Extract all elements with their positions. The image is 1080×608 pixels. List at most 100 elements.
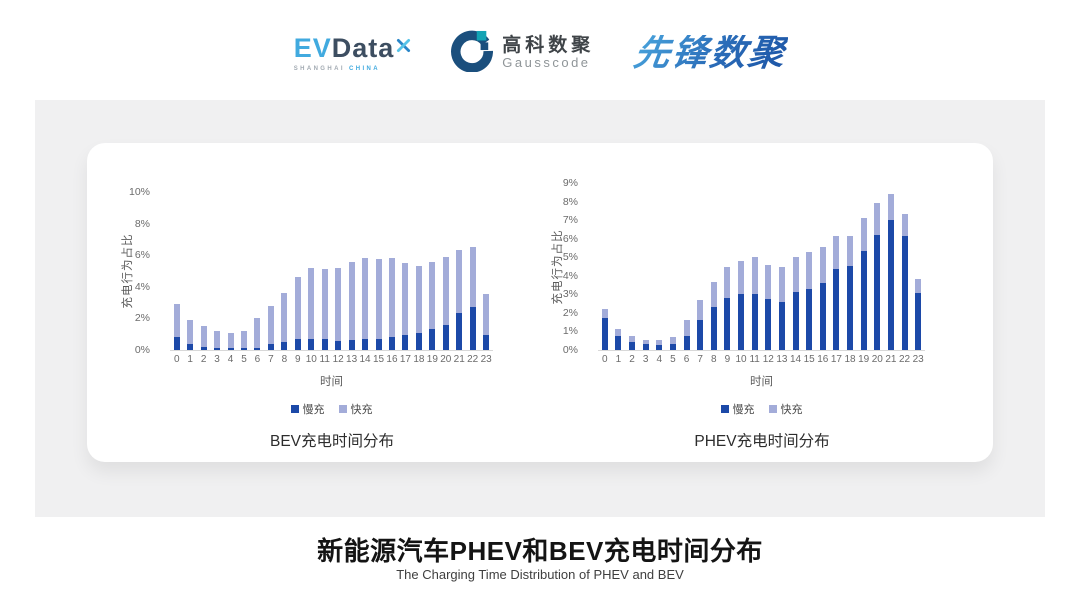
bar-segment-慢充 — [887, 220, 894, 350]
x-tick-label: 16 — [386, 354, 398, 365]
x-tick-label: 3 — [214, 354, 220, 365]
bar-segment-慢充 — [442, 324, 449, 350]
y-tick-label: 8% — [562, 195, 578, 208]
bar-segment-慢充 — [415, 332, 422, 350]
bar-hour-11 — [318, 269, 331, 350]
legend: 慢充 快充 — [598, 401, 925, 417]
bar-hour-8 — [278, 293, 291, 350]
bar-hour-19 — [426, 261, 439, 350]
legend-swatch-icon — [768, 405, 777, 413]
bar-segment-慢充 — [738, 294, 745, 350]
x-tick-label: 5 — [241, 354, 247, 365]
y-tick-label: 5% — [562, 251, 578, 264]
bar-segment-慢充 — [615, 336, 622, 350]
logo-row: EV Data SHANGHAI CHINA 高科数聚 Gausscode 先锋数… — [0, 24, 1080, 82]
legend-swatch-icon — [720, 405, 729, 413]
page-subtitle: The Charging Time Distribution of PHEV a… — [396, 567, 684, 582]
bar-segment-慢充 — [267, 343, 274, 350]
bar-segment-慢充 — [227, 348, 234, 350]
x-tick-label: 8 — [711, 354, 717, 365]
legend-swatch-icon — [338, 405, 347, 413]
bar-segment-快充 — [656, 339, 663, 346]
x-tick-label: 6 — [683, 354, 690, 365]
bar-segment-快充 — [887, 194, 894, 221]
bar-hour-22 — [898, 213, 912, 350]
bar-segment-快充 — [751, 257, 758, 295]
x-tick-label: 11 — [749, 354, 760, 365]
bar-hour-16 — [816, 247, 830, 350]
x-tick-label: 6 — [254, 354, 261, 365]
x-tick-label: 19 — [426, 354, 438, 365]
bar-segment-快充 — [254, 318, 261, 348]
bar-segment-快充 — [375, 259, 382, 339]
legend-label: 慢充 — [732, 404, 755, 416]
y-tick-label: 8% — [134, 217, 150, 230]
evdata-china-text: CHINA — [348, 65, 380, 72]
bar-hour-5 — [666, 337, 680, 350]
bar-segment-快充 — [697, 299, 704, 321]
bar-hour-20 — [439, 256, 452, 350]
bar-segment-慢充 — [697, 320, 704, 350]
bar-segment-快充 — [915, 278, 922, 294]
y-axis: 0% 2% 4% 6% 8% 10% — [87, 186, 160, 356]
bar-hour-3 — [210, 331, 223, 350]
x-star-icon — [396, 31, 411, 58]
page-title: 新能源汽车PHEV和BEV充电时间分布 — [317, 536, 763, 566]
bar-segment-慢充 — [601, 318, 608, 350]
x-tick-label: 2 — [200, 354, 207, 365]
bar-hour-12 — [762, 264, 776, 350]
bar-segment-快充 — [335, 267, 342, 341]
bar-hour-10 — [734, 260, 748, 350]
evdata-data-text: Data — [331, 32, 395, 63]
bar-segment-快充 — [847, 235, 854, 266]
bar-hour-18 — [412, 266, 425, 350]
bar-hour-12 — [331, 267, 344, 350]
x-tick-label: 2 — [629, 354, 635, 365]
bar-hour-7 — [693, 299, 707, 350]
bar-segment-慢充 — [240, 348, 247, 350]
bar-segment-慢充 — [362, 338, 369, 350]
bar-hour-22 — [466, 247, 479, 350]
bar-segment-慢充 — [483, 335, 490, 350]
y-tick-label: 6% — [562, 232, 578, 245]
chart-card: 充电行为占比 0% 2% 4% 6% 8% 10% 0 1 2 3 4 5 6 7 8 9 10 11 12 13 1… — [87, 143, 993, 462]
bar-hour-21 — [884, 194, 898, 350]
x-tick-label: 3 — [642, 354, 649, 365]
legend-swatch-icon — [290, 405, 299, 413]
x-tick-label: 0 — [173, 354, 180, 365]
bar-hour-4 — [653, 339, 667, 350]
legend-item-慢充: 慢充 — [290, 401, 325, 417]
bar-segment-快充 — [348, 261, 355, 340]
phev-chart: 充电行为占比 0% 1% 2% 3% 4% 5% 6% 7% 8% 9% 0 1 2 3 4 5 6 7 8 9 10… — [540, 143, 993, 462]
bar-segment-快充 — [294, 277, 301, 339]
x-tick-label: 14 — [790, 354, 802, 365]
bar-segment-慢充 — [173, 337, 180, 350]
bar-hour-14 — [358, 258, 371, 350]
x-axis: 0 1 2 3 4 5 6 7 8 9 10 11 12 13 14 15 16 17 18 19 20 21 22 23 — [170, 354, 493, 365]
x-tick-label: 13 — [776, 354, 788, 365]
y-tick-label: 1% — [562, 325, 578, 338]
bar-hour-10 — [305, 267, 318, 350]
evdata-shanghai-text: SHANGHAI — [293, 65, 345, 72]
x-tick-label: 8 — [281, 354, 288, 365]
bar-hour-1 — [183, 320, 196, 350]
x-axis-title: 时间 — [320, 376, 343, 388]
bar-segment-慢充 — [915, 293, 922, 350]
y-tick-label: 4% — [562, 269, 578, 282]
bar-segment-快充 — [683, 320, 690, 337]
bar-segment-快充 — [710, 282, 717, 308]
bar-segment-快充 — [860, 218, 867, 251]
bar-segment-快充 — [669, 337, 676, 345]
bar-segment-慢充 — [751, 294, 758, 350]
bar-hour-19 — [857, 218, 871, 350]
gausscode-text: 高科数聚 Gausscode — [502, 35, 594, 72]
bar-segment-慢充 — [683, 336, 690, 350]
bar-segment-快充 — [429, 261, 436, 330]
bar-hour-3 — [639, 339, 653, 350]
bar-segment-快充 — [615, 328, 622, 337]
x-tick-label: 23 — [912, 354, 924, 365]
x-tick-label: 4 — [227, 354, 234, 365]
bar-segment-快充 — [469, 247, 476, 308]
bar-segment-慢充 — [642, 344, 649, 350]
bar-segment-快充 — [738, 260, 745, 295]
